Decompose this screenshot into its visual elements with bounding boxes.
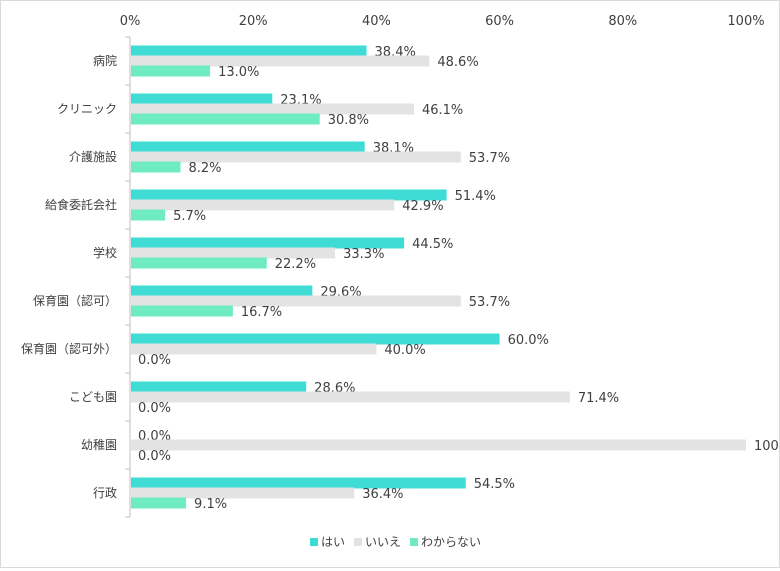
category-label: 保育園（認可外） bbox=[21, 341, 117, 356]
bar bbox=[131, 141, 365, 153]
data-label: 40.0% bbox=[384, 343, 425, 358]
bar bbox=[131, 391, 570, 403]
data-label: 48.6% bbox=[437, 55, 478, 70]
legend-label: はい bbox=[321, 535, 345, 549]
bar bbox=[131, 55, 430, 67]
bar bbox=[131, 45, 367, 57]
data-label: 8.2% bbox=[189, 161, 222, 176]
data-label: 53.7% bbox=[469, 151, 510, 166]
data-label: 54.5% bbox=[474, 477, 515, 492]
category-label: 病院 bbox=[93, 53, 117, 68]
data-label: 0.0% bbox=[138, 401, 171, 416]
bar bbox=[131, 209, 166, 221]
data-label: 46.1% bbox=[422, 103, 463, 118]
category-label: 介護施設 bbox=[69, 149, 117, 164]
bar bbox=[131, 199, 395, 211]
bar bbox=[131, 103, 414, 115]
x-tick-label: 20% bbox=[239, 14, 268, 29]
data-label: 0.0% bbox=[138, 353, 171, 368]
data-label: 51.4% bbox=[455, 189, 496, 204]
data-label: 30.8% bbox=[328, 113, 369, 128]
category-label: クリニック bbox=[57, 102, 117, 116]
data-label: 60.0% bbox=[508, 333, 549, 348]
x-tick-label: 100% bbox=[727, 14, 764, 29]
category-label: こども園 bbox=[69, 390, 117, 404]
bar bbox=[131, 305, 233, 317]
data-label: 42.9% bbox=[402, 199, 443, 214]
legend-label: わからない bbox=[421, 535, 481, 549]
bar bbox=[131, 189, 447, 201]
bar bbox=[131, 93, 273, 105]
bar bbox=[131, 65, 211, 77]
bar bbox=[131, 285, 313, 297]
bar bbox=[131, 439, 746, 451]
bar bbox=[131, 487, 355, 499]
data-label: 22.2% bbox=[275, 257, 316, 272]
bar bbox=[131, 497, 187, 509]
bar bbox=[131, 151, 461, 163]
data-label: 100.0% bbox=[754, 439, 779, 454]
bar bbox=[131, 237, 405, 249]
legend-swatch bbox=[410, 538, 418, 546]
data-label: 16.7% bbox=[241, 305, 282, 320]
x-tick-label: 60% bbox=[485, 14, 514, 29]
legend-swatch bbox=[310, 538, 318, 546]
bar bbox=[131, 381, 307, 393]
legend-label: いいえ bbox=[365, 535, 401, 549]
data-label: 9.1% bbox=[194, 497, 227, 512]
category-label: 行政 bbox=[93, 486, 117, 500]
bar bbox=[131, 333, 500, 345]
data-label: 53.7% bbox=[469, 295, 510, 310]
bar bbox=[131, 161, 181, 173]
data-label: 36.4% bbox=[362, 487, 403, 502]
legend-swatch bbox=[354, 538, 362, 546]
bar bbox=[131, 477, 466, 489]
data-label: 13.0% bbox=[218, 65, 259, 80]
bar bbox=[131, 257, 267, 269]
category-label: 給食委託会社 bbox=[45, 197, 117, 212]
x-tick-label: 0% bbox=[120, 14, 141, 29]
data-label: 0.0% bbox=[138, 449, 171, 464]
x-tick-label: 80% bbox=[608, 14, 637, 29]
data-label: 71.4% bbox=[578, 391, 619, 406]
data-label: 33.3% bbox=[343, 247, 384, 262]
category-label: 学校 bbox=[93, 245, 117, 260]
bar bbox=[131, 113, 320, 125]
category-label: 保育園（認可） bbox=[33, 293, 117, 308]
category-label: 幼稚園 bbox=[81, 438, 117, 452]
bar bbox=[131, 247, 336, 259]
data-label: 5.7% bbox=[173, 209, 206, 224]
bar bbox=[131, 343, 377, 355]
x-tick-label: 40% bbox=[362, 14, 391, 29]
data-label: 44.5% bbox=[412, 237, 453, 252]
bar bbox=[131, 295, 461, 307]
